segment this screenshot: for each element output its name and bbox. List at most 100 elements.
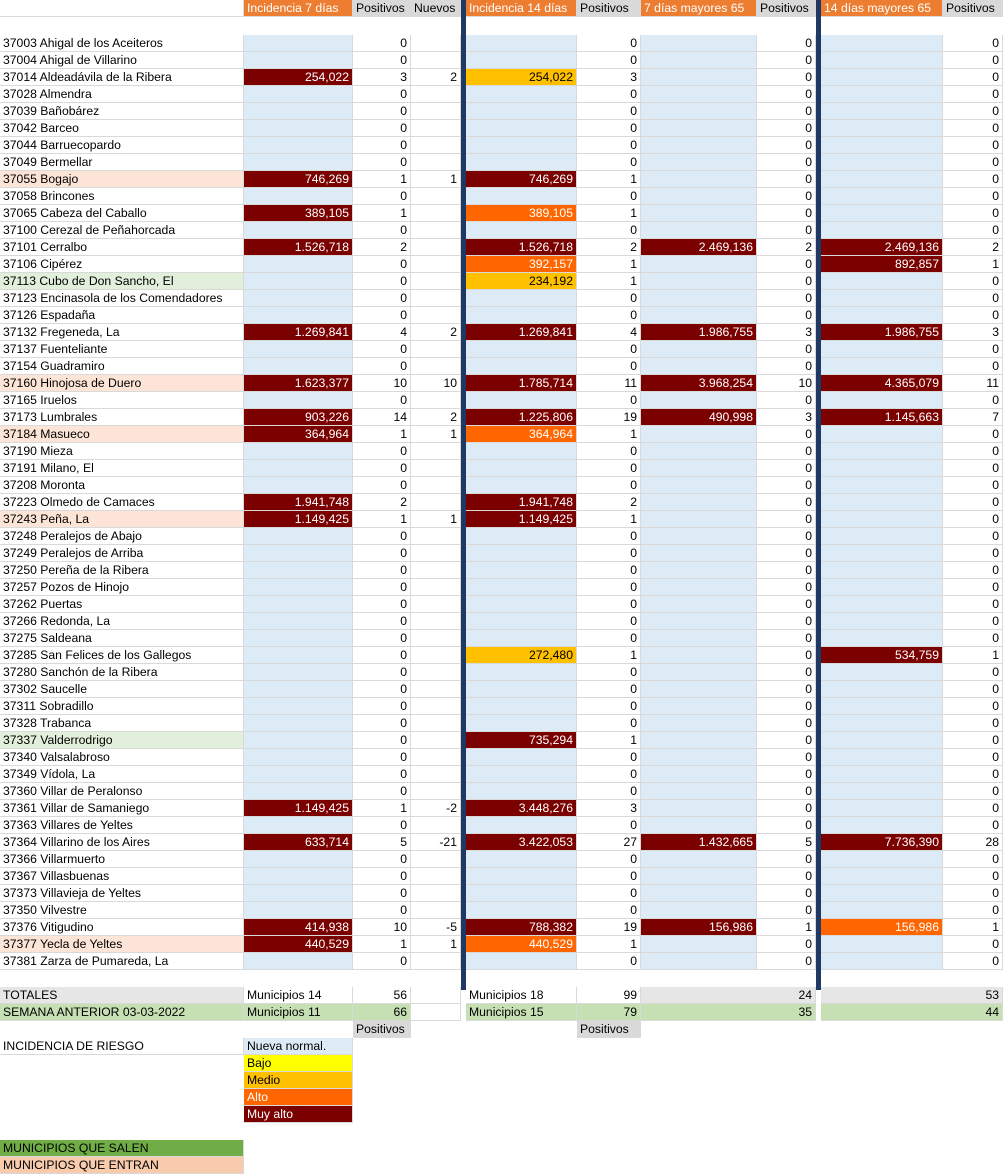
positivos-7-value: 0 — [353, 392, 411, 409]
municipio-name: 37160 Hinojosa de Duero — [0, 375, 244, 392]
mayores-7-value — [641, 868, 757, 885]
incidencia-14-value — [466, 154, 577, 171]
municipio-name: 37377 Yecla de Yeltes — [0, 936, 244, 953]
incidencia-14-value: 440,529 — [466, 936, 577, 953]
incidencia-14-value — [466, 545, 577, 562]
positivos-m7-value: 0 — [757, 494, 816, 511]
incidencia-7-value — [244, 647, 353, 664]
incidencia-7-value — [244, 137, 353, 154]
table-row: 37262 Puertas 0 0 0 0 — [0, 596, 1003, 613]
table-row: 37154 Guadramiro 0 0 0 0 — [0, 358, 1003, 375]
mayores-7-value — [641, 766, 757, 783]
table-row: 37028 Almendra 0 0 0 0 — [0, 86, 1003, 103]
positivos-m7-value: 0 — [757, 137, 816, 154]
municipio-name: 37042 Barceo — [0, 120, 244, 137]
nuevos-value — [411, 205, 461, 222]
header-row: Incidencia 7 días Positivos Nuevos Incid… — [0, 0, 1003, 17]
incidencia-7-value: 633,714 — [244, 834, 353, 851]
positivos-7-value: 0 — [353, 154, 411, 171]
municipio-name: 37249 Peralejos de Arriba — [0, 545, 244, 562]
positivos-m7-value: 0 — [757, 477, 816, 494]
positivos-m7-value: 0 — [757, 341, 816, 358]
nuevos-value — [411, 290, 461, 307]
mayores-7-value — [641, 647, 757, 664]
incidencia-7-value — [244, 579, 353, 596]
incidencia-7-value: 746,269 — [244, 171, 353, 188]
table-row: 37248 Peralejos de Abajo 0 0 0 0 — [0, 528, 1003, 545]
positivos-7-value: 0 — [353, 851, 411, 868]
nuevos-value — [411, 851, 461, 868]
mayores-7-value — [641, 103, 757, 120]
mayores-7-value — [641, 35, 757, 52]
positivos-m7-value: 0 — [757, 817, 816, 834]
table-row: 37360 Villar de Peralonso 0 0 0 0 — [0, 783, 1003, 800]
positivos-14-value: 1 — [577, 205, 641, 222]
mayores-14-value — [821, 902, 943, 919]
header-mayores-14: 14 días mayores 65 — [821, 0, 943, 17]
nuevos-value — [411, 698, 461, 715]
positivos-m7-value: 0 — [757, 290, 816, 307]
incidencia-7-value — [244, 630, 353, 647]
positivos-m14-value: 0 — [943, 953, 1003, 970]
mayores-7-value — [641, 188, 757, 205]
table-row: 37373 Villavieja de Yeltes 0 0 0 0 — [0, 885, 1003, 902]
mayores-14-value — [821, 171, 943, 188]
positivos-7-value: 0 — [353, 52, 411, 69]
municipio-name: 37350 Vilvestre — [0, 902, 244, 919]
municipio-name: 37250 Pereña de la Ribera — [0, 562, 244, 579]
nuevos-value: 10 — [411, 375, 461, 392]
table-row: 37132 Fregeneda, La 1.269,841 4 2 1.269,841 4… — [0, 324, 1003, 341]
mayores-7-value — [641, 817, 757, 834]
nuevos-value — [411, 715, 461, 732]
incidencia-7-value — [244, 477, 353, 494]
positivos-14-value: 0 — [577, 188, 641, 205]
positivos-m14-value: 0 — [943, 783, 1003, 800]
positivos-14-value: 0 — [577, 358, 641, 375]
positivos-7-value: 0 — [353, 290, 411, 307]
mayores-7-value — [641, 749, 757, 766]
incidencia-14-value: 1.149,425 — [466, 511, 577, 528]
totals-row: TOTALES Municipios 14 56 Municipios 18 9… — [0, 987, 1003, 1004]
municipio-name: 37106 Cipérez — [0, 256, 244, 273]
mayores-14-value — [821, 154, 943, 171]
incidencia-7-value — [244, 698, 353, 715]
header-incidencia-7: Incidencia 7 días — [244, 0, 353, 17]
nuevos-value — [411, 307, 461, 324]
municipio-name: 37208 Moronta — [0, 477, 244, 494]
positivos-m7-value: 3 — [757, 409, 816, 426]
table-row: 37003 Ahigal de los Aceiteros 0 0 0 0 — [0, 35, 1003, 52]
positivos-14-value: 0 — [577, 851, 641, 868]
mayores-14-value — [821, 936, 943, 953]
mayores-7-value — [641, 579, 757, 596]
positivos-m14-value: 1 — [943, 919, 1003, 936]
mayores-7-value — [641, 936, 757, 953]
municipio-name: 37004 Ahigal de Villarino — [0, 52, 244, 69]
mayores-7-value — [641, 426, 757, 443]
positivos-7-value: 0 — [353, 766, 411, 783]
mayores-14-value — [821, 579, 943, 596]
positivos-m14-value: 0 — [943, 885, 1003, 902]
municipio-name: 37173 Lumbrales — [0, 409, 244, 426]
incidencia-14-value — [466, 358, 577, 375]
mayores-7-value — [641, 494, 757, 511]
nuevos-value — [411, 137, 461, 154]
table-row: 37126 Espadaña 0 0 0 0 — [0, 307, 1003, 324]
municipio-name: 37039 Bañobárez — [0, 103, 244, 120]
mayores-14-value — [821, 851, 943, 868]
empty-cell — [411, 1004, 461, 1021]
positivos-7-value: 0 — [353, 477, 411, 494]
sub-header-row: Positivos Positivos — [0, 1021, 1003, 1038]
municipio-name: 37361 Villar de Samaniego — [0, 800, 244, 817]
positivos-m7-value: 5 — [757, 834, 816, 851]
incidencia-7-value — [244, 715, 353, 732]
positivos-14-value: 0 — [577, 52, 641, 69]
mayores-7-value: 2.469,136 — [641, 239, 757, 256]
positivos-7-value: 1 — [353, 426, 411, 443]
mayores-7-value — [641, 902, 757, 919]
positivos-m7-value: 0 — [757, 205, 816, 222]
positivos-m7-value: 0 — [757, 103, 816, 120]
incidencia-7-value — [244, 188, 353, 205]
positivos-m14-value: 0 — [943, 290, 1003, 307]
previous-week-row: SEMANA ANTERIOR 03-03-2022 Municipios 11… — [0, 1004, 1003, 1021]
incidencia-7-value: 364,964 — [244, 426, 353, 443]
